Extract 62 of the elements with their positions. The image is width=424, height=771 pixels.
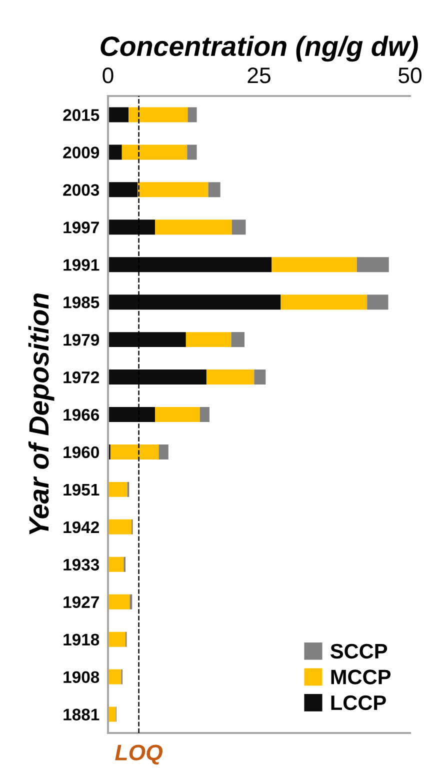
bar (108, 294, 281, 310)
bar (122, 144, 188, 160)
bar (158, 444, 168, 460)
y-tick-label: 2009 (63, 146, 100, 158)
y-tick-label: 1942 (64, 521, 100, 534)
x-tick-label: 0 (102, 68, 114, 84)
bar (186, 332, 232, 348)
y-tick-label: 1951 (64, 484, 100, 496)
y-tick-label: 1985 (64, 296, 100, 308)
x-tick-label: 50 (398, 68, 422, 84)
legend-label: LCCP (331, 695, 386, 710)
bar (108, 220, 156, 235)
legend-label: SCCP (330, 644, 388, 659)
y-tick-label: 1927 (64, 596, 99, 608)
x-tick-label: 25 (248, 68, 270, 84)
bar (200, 407, 210, 422)
bar (187, 144, 197, 160)
bar (155, 407, 200, 422)
bar (108, 257, 272, 272)
y-tick-label: 1972 (64, 371, 100, 384)
bar (108, 144, 122, 160)
bar (188, 107, 197, 122)
bar (108, 669, 122, 684)
bar (138, 182, 208, 198)
bar (367, 294, 388, 310)
bar (254, 370, 266, 385)
y-tick-label: 1997 (64, 222, 99, 234)
y-tick-label: 1933 (64, 558, 100, 571)
bar (280, 294, 368, 310)
bar (110, 444, 159, 460)
bar (108, 370, 206, 385)
bar (206, 370, 254, 385)
y-tick-label: 1979 (64, 334, 100, 346)
y-axis-title: Year of Deposition (28, 293, 54, 534)
y-tick-label: 2015 (63, 109, 100, 121)
bar (108, 594, 130, 610)
bar (108, 107, 129, 122)
y-tick-label: 1908 (64, 671, 100, 683)
y-tick-label: 1918 (64, 634, 100, 646)
y-tick-label: 2003 (63, 184, 100, 196)
bar (232, 220, 246, 235)
bar (231, 332, 245, 348)
bar (108, 182, 138, 198)
x-axis-title: Concentration (ng/g dw) (100, 36, 418, 62)
bar (108, 482, 128, 497)
bar (272, 257, 357, 272)
bar (108, 519, 132, 534)
bar (356, 257, 389, 272)
bar (108, 332, 186, 348)
legend-label: MCCP (331, 670, 391, 684)
bar (108, 632, 126, 647)
bar (130, 594, 132, 610)
bar (108, 407, 156, 422)
bar (208, 182, 220, 198)
bar (155, 220, 232, 235)
y-tick-label: 1966 (64, 408, 100, 421)
ref-line-label: LOQ (115, 744, 163, 765)
y-tick-label: 1881 (64, 708, 100, 720)
bar (128, 107, 188, 122)
y-tick-label: 1991 (64, 259, 100, 271)
y-tick-label: 1960 (64, 446, 99, 458)
bar (108, 556, 124, 572)
